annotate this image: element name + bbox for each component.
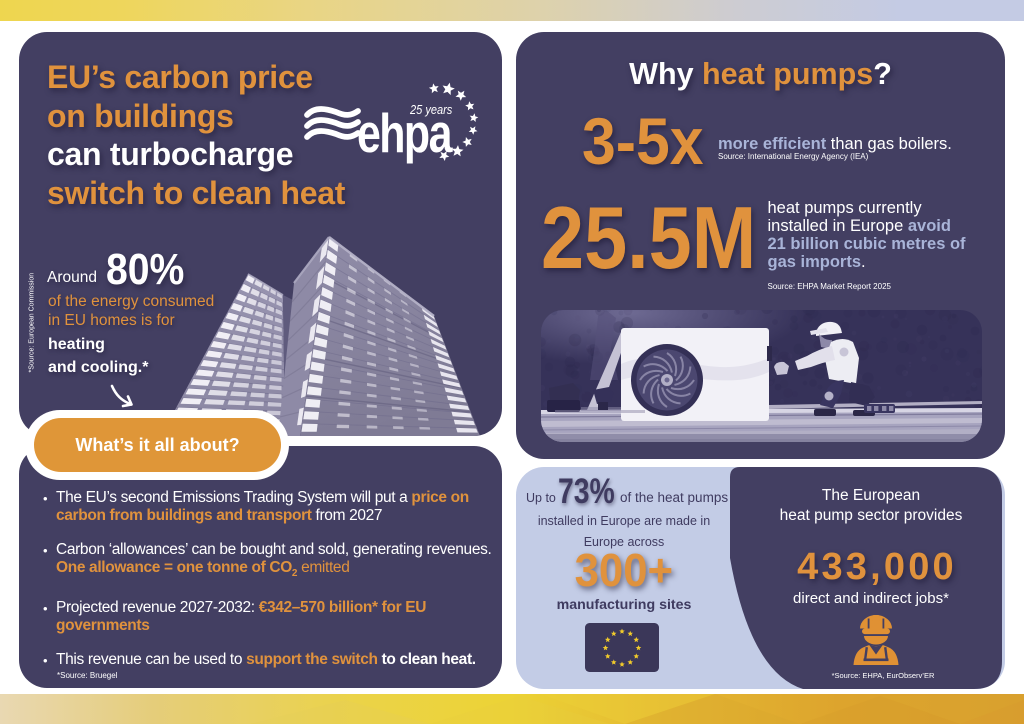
svg-text:ehpa: ehpa xyxy=(357,103,453,164)
svg-text:25 years: 25 years xyxy=(409,102,452,117)
